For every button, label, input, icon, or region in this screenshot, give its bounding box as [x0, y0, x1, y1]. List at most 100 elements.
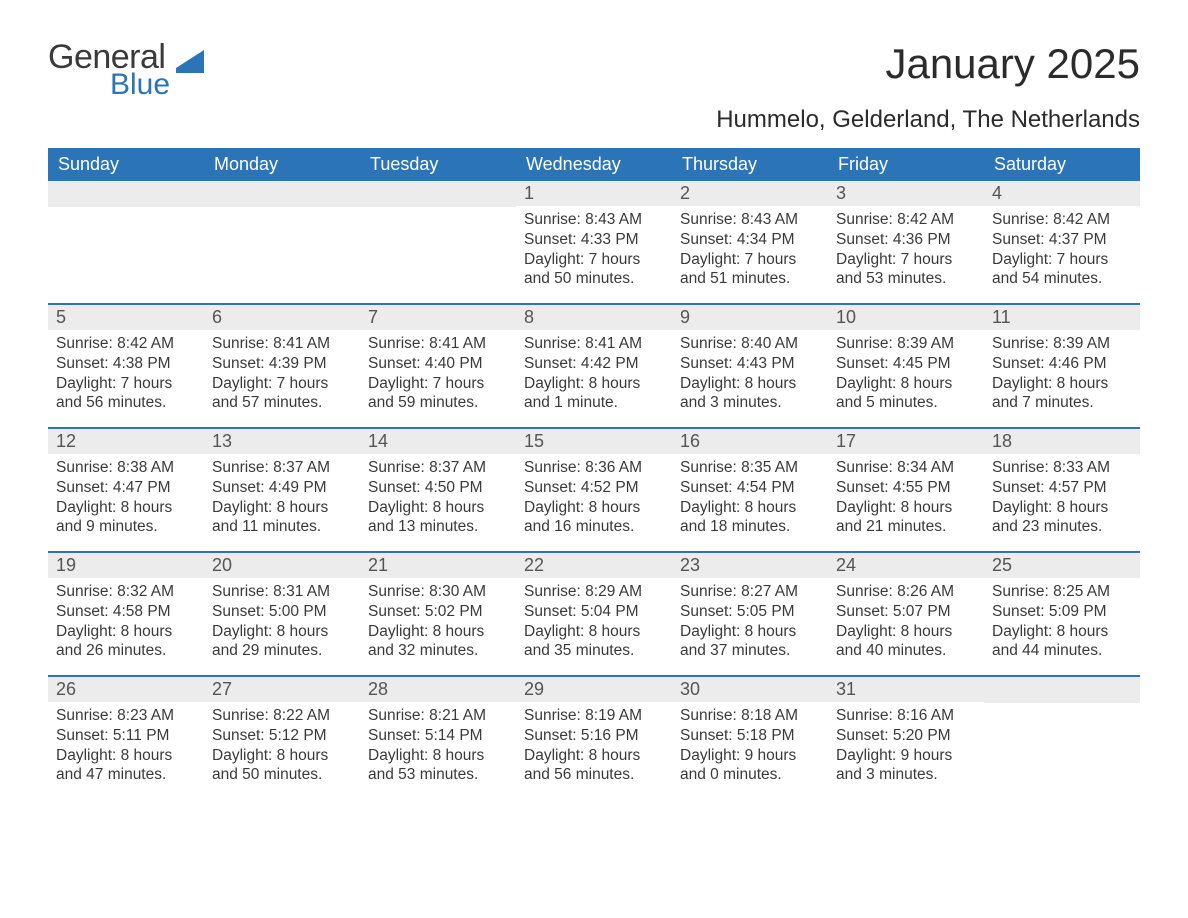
- day-cell: 30Sunrise: 8:18 AMSunset: 5:18 PMDayligh…: [672, 677, 828, 799]
- daylight-text: Daylight: 7 hours and 51 minutes.: [680, 250, 820, 290]
- day-cell: 28Sunrise: 8:21 AMSunset: 5:14 PMDayligh…: [360, 677, 516, 799]
- day-body: Sunrise: 8:21 AMSunset: 5:14 PMDaylight:…: [360, 702, 516, 793]
- day-cell: 8Sunrise: 8:41 AMSunset: 4:42 PMDaylight…: [516, 305, 672, 427]
- calendar: SundayMondayTuesdayWednesdayThursdayFrid…: [48, 148, 1140, 799]
- day-body: Sunrise: 8:33 AMSunset: 4:57 PMDaylight:…: [984, 454, 1140, 545]
- daylight-text: Daylight: 8 hours and 5 minutes.: [836, 374, 976, 414]
- sunrise-text: Sunrise: 8:37 AM: [368, 458, 508, 478]
- day-cell: 29Sunrise: 8:19 AMSunset: 5:16 PMDayligh…: [516, 677, 672, 799]
- sunrise-text: Sunrise: 8:36 AM: [524, 458, 664, 478]
- day-number: 30: [672, 677, 828, 702]
- day-number: 11: [984, 305, 1140, 330]
- sunset-text: Sunset: 4:34 PM: [680, 230, 820, 250]
- day-cell: 15Sunrise: 8:36 AMSunset: 4:52 PMDayligh…: [516, 429, 672, 551]
- sunset-text: Sunset: 4:54 PM: [680, 478, 820, 498]
- logo: General Blue: [48, 40, 208, 100]
- logo-text: General Blue: [48, 40, 170, 100]
- day-cell: 13Sunrise: 8:37 AMSunset: 4:49 PMDayligh…: [204, 429, 360, 551]
- day-cell: 9Sunrise: 8:40 AMSunset: 4:43 PMDaylight…: [672, 305, 828, 427]
- daylight-text: Daylight: 8 hours and 40 minutes.: [836, 622, 976, 662]
- sunrise-text: Sunrise: 8:32 AM: [56, 582, 196, 602]
- day-cell: 20Sunrise: 8:31 AMSunset: 5:00 PMDayligh…: [204, 553, 360, 675]
- day-number: 14: [360, 429, 516, 454]
- sunrise-text: Sunrise: 8:35 AM: [680, 458, 820, 478]
- header: General Blue January 2025: [48, 40, 1140, 100]
- sunset-text: Sunset: 4:39 PM: [212, 354, 352, 374]
- daylight-text: Daylight: 7 hours and 53 minutes.: [836, 250, 976, 290]
- daylight-text: Daylight: 7 hours and 56 minutes.: [56, 374, 196, 414]
- sunset-text: Sunset: 4:33 PM: [524, 230, 664, 250]
- day-cell: 25Sunrise: 8:25 AMSunset: 5:09 PMDayligh…: [984, 553, 1140, 675]
- day-number: 27: [204, 677, 360, 702]
- day-body: Sunrise: 8:32 AMSunset: 4:58 PMDaylight:…: [48, 578, 204, 669]
- weekday-cell: Tuesday: [360, 148, 516, 181]
- sunrise-text: Sunrise: 8:27 AM: [680, 582, 820, 602]
- sunset-text: Sunset: 5:16 PM: [524, 726, 664, 746]
- daylight-text: Daylight: 8 hours and 56 minutes.: [524, 746, 664, 786]
- day-body: Sunrise: 8:18 AMSunset: 5:18 PMDaylight:…: [672, 702, 828, 793]
- sunrise-text: Sunrise: 8:21 AM: [368, 706, 508, 726]
- day-body: Sunrise: 8:42 AMSunset: 4:38 PMDaylight:…: [48, 330, 204, 421]
- sunrise-text: Sunrise: 8:16 AM: [836, 706, 976, 726]
- day-number: [984, 677, 1140, 703]
- sunrise-text: Sunrise: 8:33 AM: [992, 458, 1132, 478]
- day-body: Sunrise: 8:39 AMSunset: 4:45 PMDaylight:…: [828, 330, 984, 421]
- day-cell: 10Sunrise: 8:39 AMSunset: 4:45 PMDayligh…: [828, 305, 984, 427]
- daylight-text: Daylight: 8 hours and 32 minutes.: [368, 622, 508, 662]
- daylight-text: Daylight: 8 hours and 7 minutes.: [992, 374, 1132, 414]
- sunset-text: Sunset: 5:14 PM: [368, 726, 508, 746]
- sunset-text: Sunset: 4:37 PM: [992, 230, 1132, 250]
- day-number: 8: [516, 305, 672, 330]
- day-cell: 22Sunrise: 8:29 AMSunset: 5:04 PMDayligh…: [516, 553, 672, 675]
- sunrise-text: Sunrise: 8:26 AM: [836, 582, 976, 602]
- sunrise-text: Sunrise: 8:25 AM: [992, 582, 1132, 602]
- daylight-text: Daylight: 8 hours and 44 minutes.: [992, 622, 1132, 662]
- day-cell: 3Sunrise: 8:42 AMSunset: 4:36 PMDaylight…: [828, 181, 984, 303]
- sunrise-text: Sunrise: 8:40 AM: [680, 334, 820, 354]
- weekday-header-row: SundayMondayTuesdayWednesdayThursdayFrid…: [48, 148, 1140, 181]
- day-body: Sunrise: 8:26 AMSunset: 5:07 PMDaylight:…: [828, 578, 984, 669]
- day-number: [360, 181, 516, 207]
- sunrise-text: Sunrise: 8:30 AM: [368, 582, 508, 602]
- sunrise-text: Sunrise: 8:22 AM: [212, 706, 352, 726]
- day-number: 25: [984, 553, 1140, 578]
- week-row: 26Sunrise: 8:23 AMSunset: 5:11 PMDayligh…: [48, 675, 1140, 799]
- weekday-cell: Thursday: [672, 148, 828, 181]
- weeks-container: 1Sunrise: 8:43 AMSunset: 4:33 PMDaylight…: [48, 181, 1140, 799]
- day-cell: 12Sunrise: 8:38 AMSunset: 4:47 PMDayligh…: [48, 429, 204, 551]
- day-cell: 19Sunrise: 8:32 AMSunset: 4:58 PMDayligh…: [48, 553, 204, 675]
- day-cell: [204, 181, 360, 303]
- daylight-text: Daylight: 8 hours and 47 minutes.: [56, 746, 196, 786]
- day-cell: 26Sunrise: 8:23 AMSunset: 5:11 PMDayligh…: [48, 677, 204, 799]
- day-body: Sunrise: 8:19 AMSunset: 5:16 PMDaylight:…: [516, 702, 672, 793]
- day-number: 22: [516, 553, 672, 578]
- sunset-text: Sunset: 5:02 PM: [368, 602, 508, 622]
- day-cell: 31Sunrise: 8:16 AMSunset: 5:20 PMDayligh…: [828, 677, 984, 799]
- day-number: 31: [828, 677, 984, 702]
- daylight-text: Daylight: 8 hours and 37 minutes.: [680, 622, 820, 662]
- day-cell: 27Sunrise: 8:22 AMSunset: 5:12 PMDayligh…: [204, 677, 360, 799]
- daylight-text: Daylight: 8 hours and 26 minutes.: [56, 622, 196, 662]
- day-cell: [984, 677, 1140, 799]
- day-number: 10: [828, 305, 984, 330]
- sunset-text: Sunset: 4:43 PM: [680, 354, 820, 374]
- day-number: 29: [516, 677, 672, 702]
- week-row: 1Sunrise: 8:43 AMSunset: 4:33 PMDaylight…: [48, 181, 1140, 303]
- day-cell: 16Sunrise: 8:35 AMSunset: 4:54 PMDayligh…: [672, 429, 828, 551]
- sunrise-text: Sunrise: 8:37 AM: [212, 458, 352, 478]
- daylight-text: Daylight: 7 hours and 50 minutes.: [524, 250, 664, 290]
- sunset-text: Sunset: 4:52 PM: [524, 478, 664, 498]
- day-body: Sunrise: 8:41 AMSunset: 4:42 PMDaylight:…: [516, 330, 672, 421]
- day-body: Sunrise: 8:41 AMSunset: 4:40 PMDaylight:…: [360, 330, 516, 421]
- location-subtitle: Hummelo, Gelderland, The Netherlands: [48, 106, 1140, 134]
- day-body: Sunrise: 8:22 AMSunset: 5:12 PMDaylight:…: [204, 702, 360, 793]
- day-cell: 6Sunrise: 8:41 AMSunset: 4:39 PMDaylight…: [204, 305, 360, 427]
- day-body: Sunrise: 8:37 AMSunset: 4:49 PMDaylight:…: [204, 454, 360, 545]
- day-number: 28: [360, 677, 516, 702]
- daylight-text: Daylight: 9 hours and 3 minutes.: [836, 746, 976, 786]
- day-number: 19: [48, 553, 204, 578]
- day-cell: 21Sunrise: 8:30 AMSunset: 5:02 PMDayligh…: [360, 553, 516, 675]
- daylight-text: Daylight: 8 hours and 53 minutes.: [368, 746, 508, 786]
- daylight-text: Daylight: 8 hours and 50 minutes.: [212, 746, 352, 786]
- day-body: Sunrise: 8:36 AMSunset: 4:52 PMDaylight:…: [516, 454, 672, 545]
